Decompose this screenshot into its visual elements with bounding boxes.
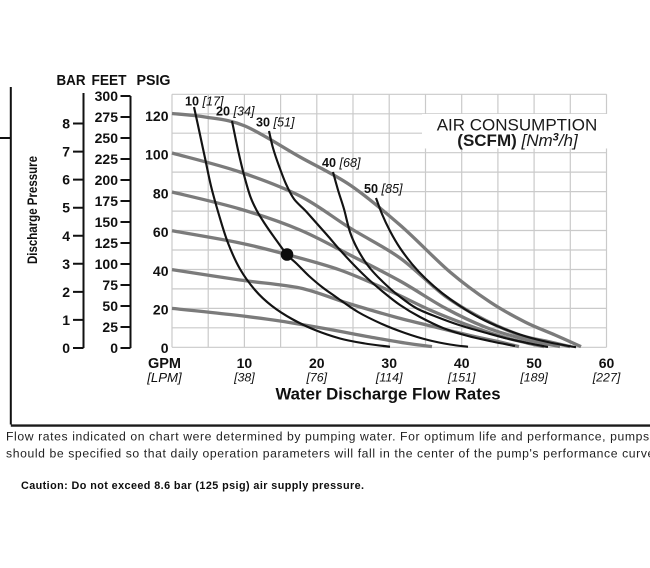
svg-text:4: 4 [62,228,70,244]
svg-text:30 [51]: 30 [51] [256,116,295,130]
svg-text:10: 10 [237,355,253,371]
svg-text:40: 40 [454,355,470,371]
svg-text:60: 60 [599,355,615,371]
svg-text:Flow rates indicated on chart: Flow rates indicated on chart were deter… [6,430,650,444]
svg-text:10 [17]: 10 [17] [185,95,224,109]
svg-text:30: 30 [381,355,397,371]
svg-text:250: 250 [95,130,119,146]
svg-text:50 [85]: 50 [85] [364,182,403,196]
svg-text:FEET: FEET [92,72,127,89]
svg-text:Discharge Pressure: Discharge Pressure [24,156,40,264]
svg-text:120: 120 [145,108,169,124]
svg-text:Caution: Do not exceed 8.6 bar: Caution: Do not exceed 8.6 bar (125 psig… [21,480,364,492]
svg-text:BAR: BAR [57,72,86,89]
svg-text:0: 0 [62,340,70,356]
svg-text:GPM: GPM [148,356,181,372]
svg-text:Water Discharge Flow Rates: Water Discharge Flow Rates [275,385,500,404]
svg-text:PSIG: PSIG [137,72,171,89]
svg-text:7: 7 [62,144,70,160]
svg-text:0: 0 [161,340,169,356]
svg-text:100: 100 [95,256,119,272]
svg-text:AIR CONSUMPTION: AIR CONSUMPTION [437,116,598,135]
svg-text:[LPM]: [LPM] [146,370,182,385]
svg-text:(SCFM) [Nm3/h]: (SCFM) [Nm3/h] [457,131,579,150]
svg-text:225: 225 [95,151,119,167]
svg-text:[189]: [189] [519,371,548,385]
svg-text:[76]: [76] [305,371,327,385]
svg-text:[38]: [38] [233,371,255,385]
svg-text:60: 60 [153,224,169,240]
svg-text:20 [34]: 20 [34] [216,105,255,119]
svg-text:6: 6 [62,172,70,188]
svg-text:[227]: [227] [592,371,621,385]
svg-text:3: 3 [62,256,70,272]
svg-text:2: 2 [62,284,70,300]
svg-text:50: 50 [102,298,118,314]
svg-text:275: 275 [95,109,119,125]
svg-text:8: 8 [62,116,70,132]
svg-text:20: 20 [309,355,325,371]
svg-text:75: 75 [102,277,118,293]
svg-text:20: 20 [153,302,169,318]
svg-text:175: 175 [95,193,119,209]
svg-text:300: 300 [95,88,119,104]
svg-text:150: 150 [95,214,119,230]
svg-text:50: 50 [526,355,542,371]
svg-text:[151]: [151] [447,371,476,385]
svg-text:0: 0 [110,340,118,356]
svg-text:[114]: [114] [375,371,403,385]
svg-text:1: 1 [62,312,70,328]
svg-text:25: 25 [102,319,118,335]
svg-text:40 [68]: 40 [68] [322,156,361,170]
svg-text:200: 200 [95,172,119,188]
svg-text:5: 5 [62,200,70,216]
svg-text:should be specified so that da: should be specified so that daily operat… [6,447,650,461]
svg-text:125: 125 [95,235,119,251]
svg-text:40: 40 [153,263,169,279]
svg-text:80: 80 [153,185,169,201]
svg-text:100: 100 [145,147,169,163]
